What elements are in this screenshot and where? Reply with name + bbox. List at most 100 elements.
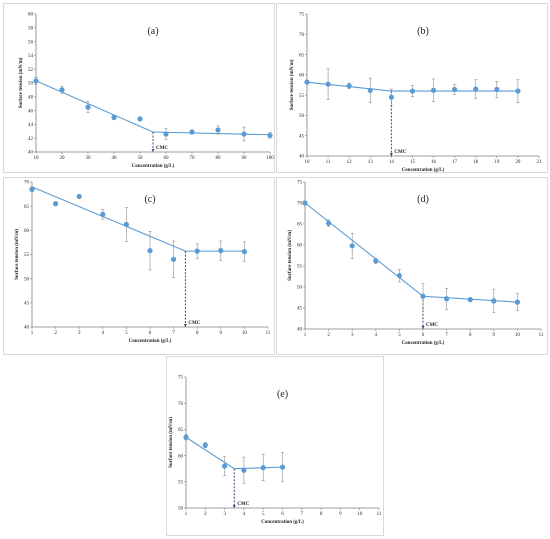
data-point [183,434,189,440]
x-tick-label: 70 [190,156,196,161]
data-point [202,442,208,448]
data-point [279,464,286,470]
y-tick-label: 55 [178,481,184,486]
x-tick-label: 6 [149,331,152,336]
y-tick-label: 55 [299,94,305,99]
x-tick-label: 90 [242,156,248,161]
data-point [430,87,437,93]
x-tick-label: 11 [377,512,382,517]
data-point [494,86,500,93]
cmc-arrowhead [389,153,393,156]
y-tick-label: 40 [28,151,34,156]
x-tick-label: 4 [102,331,105,336]
chart-panel-c: 1 2 3 4 5 6 7 8 9 10 11 40 45 50 55 60 65 70 Concentration… [3,177,275,355]
cmc-arrowhead [421,326,425,329]
panel-label: (e) [277,389,288,400]
x-tick-label: 60 [164,156,170,161]
y-tick-label: 58 [28,27,34,32]
trend-line [35,80,271,136]
cmc-arrowhead [151,149,155,152]
data-point [123,221,129,228]
x-tick-label: 9 [339,512,342,517]
y-axis-label: Surface tension (mN/m) [15,229,20,280]
data-point [53,201,59,207]
x-tick-label: 4 [243,512,246,517]
x-tick-label: 14 [389,160,395,165]
cmc-arrowhead [232,505,236,508]
data-point [491,298,497,304]
data-point [85,104,91,110]
x-tick-label: 7 [445,333,448,338]
x-tick-label: 8 [469,333,472,338]
data-point [111,114,117,121]
x-axis-label: Concentration (g/L) [261,520,304,525]
x-tick-label: 10 [242,331,248,336]
data-point [100,211,106,217]
x-tick-label: 5 [125,331,128,336]
data-point [388,94,394,100]
x-tick-label: 3 [351,333,354,338]
x-tick-label: 3 [223,512,226,517]
x-tick-label: 10 [305,160,311,165]
chart-panel-d: 1 2 3 4 5 6 7 8 9 10 11 40 45 50 55 60 65 70 75 Concentrati… [276,177,548,355]
cmc-arrowhead [183,324,187,327]
y-tick-label: 46 [28,109,34,114]
x-tick-label: 7 [301,512,304,517]
y-tick-label: 40 [297,328,303,333]
x-tick-label: 2 [54,331,57,336]
data-point [59,87,65,93]
x-tick-label: 80 [216,156,222,161]
data-point [420,293,426,299]
y-tick-label: 60 [297,244,303,249]
y-tick-label: 40 [299,155,305,160]
x-tick-label: 9 [493,333,496,338]
data-point [147,248,153,254]
data-point [194,248,200,254]
y-tick-label: 70 [178,402,184,407]
y-tick-label: 65 [24,205,30,210]
y-tick-label: 45 [299,134,305,139]
y-tick-label: 45 [24,302,30,307]
panel-label: (c) [144,194,155,205]
x-axis-label: Concentration (g/L) [402,168,445,173]
y-tick-label: 50 [178,507,184,512]
x-tick-label: 16 [431,160,437,165]
x-tick-label: 21 [537,160,543,165]
data-point [349,243,355,249]
x-tick-label: 13 [368,160,374,165]
x-tick-label: 10 [34,156,40,161]
y-tick-label: 75 [299,13,305,18]
data-point [302,200,308,206]
y-tick-label: 56 [28,40,34,45]
y-tick-label: 60 [28,13,34,18]
data-point [33,78,39,84]
x-tick-label: 4 [375,333,378,338]
x-tick-label: 18 [473,160,479,165]
data-point [452,86,458,93]
data-point [29,186,35,192]
cmc-label: CMC [188,321,200,326]
y-tick-label: 55 [297,265,303,270]
chart-e: 1 2 3 4 5 6 7 8 9 10 11 50 55 60 65 70 75 Concentration (… [169,376,382,525]
data-point [267,132,273,139]
data-point [260,465,266,471]
cmc-label: CMC [426,323,438,328]
cmc-label: CMC [237,502,249,507]
data-point [137,116,143,122]
y-tick-label: 70 [299,33,305,38]
data-point [396,273,402,279]
cmc-label: CMC [394,150,406,155]
x-tick-label: 10 [515,333,521,338]
x-axis-label: Concentration (g/L) [132,164,175,169]
y-tick-label: 70 [24,181,30,186]
y-tick-label: 50 [297,286,303,291]
x-tick-label: 19 [494,160,500,165]
data-point [163,131,169,137]
data-point [218,248,224,254]
data-point [444,296,450,302]
chart-d: 1 2 3 4 5 6 7 8 9 10 114045505560657075Concentrati… [288,181,544,346]
data-point [241,467,247,473]
data-point [241,249,247,255]
data-point [241,131,247,137]
data-point [373,258,379,264]
